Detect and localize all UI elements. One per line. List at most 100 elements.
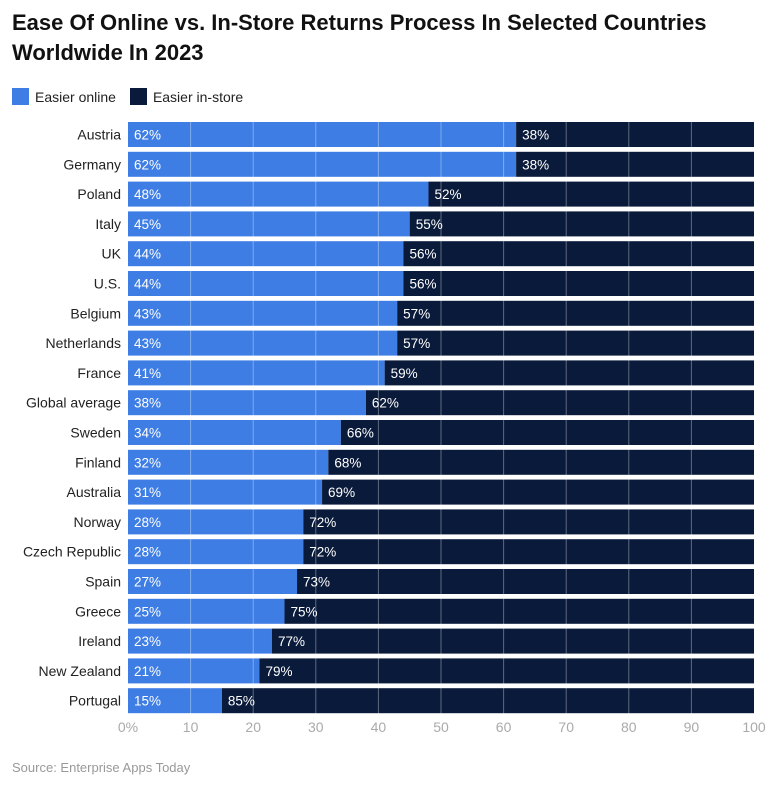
legend: Easier online Easier in-store [12,88,243,105]
data-label: 55% [416,217,443,232]
category-label: Netherlands [46,335,122,351]
bar-segment [128,509,304,535]
data-label: 85% [228,694,255,709]
x-tick-label: 30 [308,719,324,735]
bar-segment [128,658,260,684]
category-label: Poland [77,186,121,202]
bar-segment [128,449,329,475]
data-label: 48% [134,187,161,202]
data-label: 15% [134,694,161,709]
data-label: 73% [303,575,330,590]
data-label: 38% [134,396,161,411]
chart-title: Ease Of Online vs. In-Store Returns Proc… [12,10,707,65]
bar-segment [397,330,754,356]
category-label: Australia [67,484,122,500]
bar-segment [365,390,754,416]
x-tick-label: 20 [245,719,261,735]
category-label: Austria [77,127,121,143]
bar-segment [128,122,517,147]
bar-segment [428,181,754,207]
bar-segment [128,688,222,714]
data-label: 28% [134,545,161,560]
legend-item-instore: Easier in-store [129,88,244,105]
data-label: 45% [134,217,161,232]
legend-label: Easier in-store [152,88,244,105]
category-label: Ireland [78,633,121,649]
data-label: 23% [134,634,161,649]
bar-segment [128,539,304,565]
category-label: Finland [75,454,121,470]
category-label: Sweden [70,425,121,441]
bar-segment [128,211,410,237]
category-label: Belgium [70,305,121,321]
data-label: 66% [347,426,374,441]
category-label: U.S. [94,276,121,292]
legend-item-online: Easier online [12,88,116,105]
x-tick-label: 10 [183,719,199,735]
data-label: 79% [265,664,292,679]
bar-segment [128,628,272,654]
bar-segment [516,151,754,177]
bar-segment [403,271,754,296]
data-label: 56% [409,277,436,292]
category-label: Italy [95,216,121,232]
legend-swatch [12,88,29,105]
x-tick-label: 60 [496,719,512,735]
data-label: 31% [134,485,161,500]
category-label: Germany [63,156,121,172]
x-tick-label: 80 [621,719,637,735]
bar-segment [271,628,754,654]
bar-segment [128,390,366,416]
category-label: New Zealand [39,663,122,679]
bar-segment [128,271,404,296]
bar-segment [128,300,398,326]
legend-label: Easier online [35,88,116,105]
category-label: Norway [74,514,121,530]
data-label: 56% [409,247,436,262]
data-label: 57% [403,306,430,321]
bar-segment [128,181,429,207]
data-label: 44% [134,277,161,292]
bar-segment [128,420,341,445]
x-tick-label: 90 [684,719,700,735]
bar-segment [340,420,754,445]
x-tick-label: 70 [558,719,574,735]
bar-segment [284,598,754,624]
bar-segment [403,241,754,267]
bar-segment [259,658,754,684]
data-label: 27% [134,575,161,590]
data-label: 44% [134,247,161,262]
x-tick-label: 0% [118,719,138,735]
bar-segment [128,241,404,267]
category-label: Spain [85,574,121,590]
x-tick-label: 40 [371,719,387,735]
category-label: Global average [26,395,121,411]
category-label: Greece [75,603,121,619]
bar-segment [128,569,298,594]
category-label: UK [102,246,122,262]
bar-segment [128,151,517,177]
data-label: 77% [278,634,305,649]
data-label: 57% [403,336,430,351]
data-label: 52% [434,187,461,202]
x-tick-label: 100 [742,719,766,735]
category-label: France [77,365,121,381]
data-label: 32% [134,455,161,470]
bar-segment [516,122,754,147]
data-label: 59% [391,366,418,381]
bar-segment [297,569,754,594]
category-label: Czech Republic [23,544,121,560]
data-label: 28% [134,515,161,530]
data-label: 62% [134,128,161,143]
bar-segment [303,509,754,535]
bar-segment [128,598,285,624]
bar-segment [303,539,754,565]
data-label: 62% [372,396,399,411]
bar-segment [384,360,754,386]
x-tick-label: 50 [433,719,449,735]
bar-segment [409,211,754,237]
data-label: 72% [309,515,336,530]
data-label: 38% [522,128,549,143]
data-label: 43% [134,306,161,321]
